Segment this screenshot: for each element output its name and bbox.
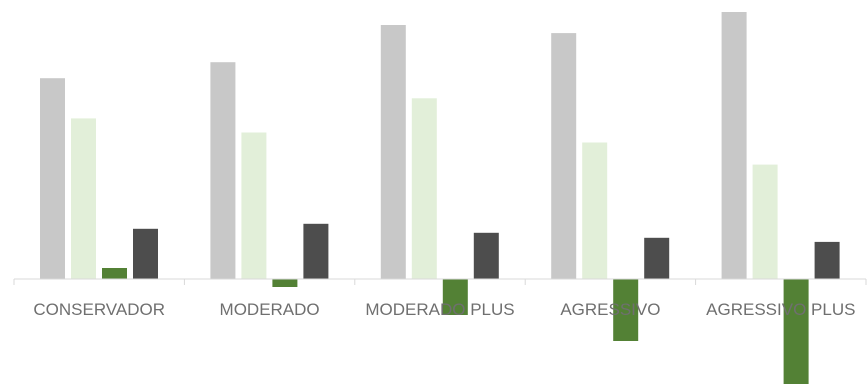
x-tick-label: CONSERVADOR — [33, 300, 165, 319]
bars-layer — [40, 12, 840, 384]
bar-3-series-3 — [442, 279, 468, 315]
x-tick-label: AGRESSIVO PLUS — [706, 300, 855, 319]
bar-5-series-2 — [752, 164, 778, 279]
x-axis — [13, 278, 867, 285]
bar-1-series-3 — [102, 268, 127, 279]
bar-1-series-4 — [133, 228, 158, 279]
bar-4-series-4 — [644, 237, 670, 279]
bar-5-series-4 — [814, 241, 840, 279]
bar-2-series-1 — [210, 62, 236, 280]
bar-2-series-3 — [272, 279, 298, 287]
x-tick-label: MODERADO PLUS — [365, 300, 514, 319]
bar-3-series-2 — [411, 98, 437, 279]
x-tick-label: AGRESSIVO — [560, 300, 660, 319]
bar-1-series-1 — [40, 78, 65, 279]
bar-1-series-2 — [71, 118, 96, 280]
bar-5-series-1 — [721, 12, 747, 279]
bar-3-series-1 — [380, 25, 406, 279]
x-tick-label: MODERADO — [220, 300, 320, 319]
bar-4-series-3 — [613, 279, 639, 341]
category-labels: CONSERVADOR MODERADO MODERADO PLUS AGRESSIV… — [33, 300, 855, 319]
bar-4-series-1 — [551, 33, 577, 279]
bar-5-series-3 — [783, 279, 809, 384]
bar-3-series-4 — [473, 232, 499, 279]
bar-4-series-2 — [582, 142, 608, 279]
bar-2-series-2 — [241, 132, 267, 279]
bar-2-series-4 — [303, 223, 329, 279]
